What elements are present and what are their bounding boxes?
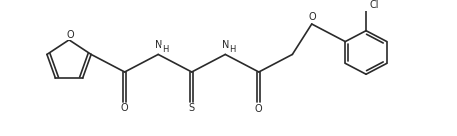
Text: O: O [66, 30, 74, 40]
Text: Cl: Cl [370, 0, 379, 10]
Text: O: O [254, 104, 262, 114]
Text: H: H [229, 45, 235, 54]
Text: O: O [121, 103, 128, 113]
Text: H: H [162, 45, 168, 54]
Text: N: N [222, 40, 229, 50]
Text: N: N [155, 40, 162, 50]
Text: S: S [189, 103, 195, 113]
Text: O: O [308, 12, 316, 22]
